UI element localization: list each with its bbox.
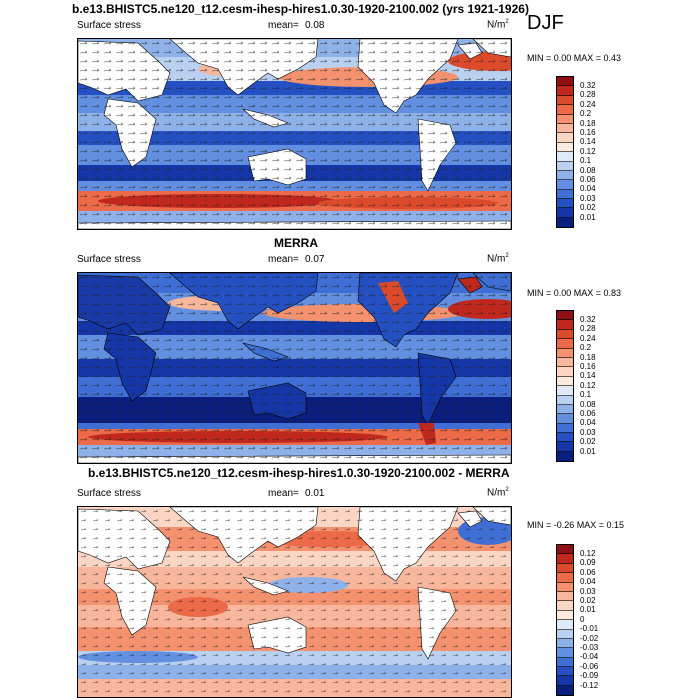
cb2-tick: 0.03 [580, 427, 596, 437]
cb2-tick: 0.01 [580, 446, 596, 456]
cb1-tick: 0.1 [580, 156, 592, 166]
cb2-tick: 0.04 [580, 418, 596, 428]
cb1-tick: 0.04 [580, 184, 596, 194]
cb2-tick: 0.12 [580, 380, 596, 390]
cb3-tick: 0.02 [580, 596, 596, 605]
cb2-tick: 0.14 [580, 371, 596, 381]
cb2-tick: 0.08 [580, 399, 596, 409]
panel-1-title: b.e13.BHISTC5.ne120_t12.cesm-ihesp-hires… [72, 2, 529, 16]
panel-2-colorbar [556, 310, 574, 462]
panel-2-title: MERRA [274, 236, 318, 250]
season-label: DJF [527, 12, 564, 34]
cb3-tick: 0.09 [580, 558, 596, 568]
cb2-tick: 0.06 [580, 409, 596, 418]
cb3-tick: 0.12 [580, 549, 596, 558]
cb1-tick: 0.32 [580, 81, 596, 90]
panel-1-mean-label: mean= [268, 20, 299, 31]
panel-3-title: b.e13.BHISTC5.ne120_t12.cesm-ihesp-hires… [88, 466, 510, 480]
cb2-tick: 0.16 [580, 362, 596, 371]
cb1-tick: 0.16 [580, 128, 596, 137]
panel-1-map [77, 38, 512, 230]
cb1-tick: 0.24 [580, 99, 596, 109]
panel-3-mean: 0.01 [305, 488, 325, 499]
cb2-tick: 0.24 [580, 333, 596, 343]
cb2-tick: 0.32 [580, 315, 596, 324]
cb3-tick: 0.01 [580, 605, 596, 615]
cb1-tick: 0.18 [580, 118, 596, 128]
panel-2-unit: N/m2 [487, 253, 509, 265]
cb3-tick: 0.03 [580, 586, 596, 596]
panel-3-map [77, 506, 512, 698]
cb2-tick: 0.18 [580, 352, 596, 362]
cb1-tick: 0.02 [580, 203, 596, 213]
panel-3-unit: N/m2 [487, 487, 509, 499]
panel-1-variable: Surface stress [77, 20, 141, 31]
cb1-tick: 0.01 [580, 212, 596, 222]
cb3-tick: -0.09 [580, 671, 599, 681]
cb1-tick: 0.28 [580, 90, 596, 100]
panel-1-unit: N/m2 [487, 19, 509, 31]
cb3-tick: -0.01 [580, 624, 599, 634]
cb3-tick: -0.03 [580, 643, 599, 652]
cb3-tick: -0.04 [580, 652, 599, 662]
panel-1-colorbar [556, 76, 574, 228]
panel-2-map [77, 272, 512, 464]
panel-2-minmax: MIN = 0.00 MAX = 0.83 [527, 288, 622, 298]
cb1-tick: 0.14 [580, 137, 596, 147]
cb2-tick: 0.28 [580, 324, 596, 334]
cb1-tick: 0.06 [580, 175, 596, 184]
cb2-tick: 0.2 [580, 343, 592, 353]
panel-2-variable: Surface stress [77, 254, 141, 265]
panel-3-minmax: MIN = -0.26 MAX = 0.15 [527, 520, 625, 530]
panel-2-mean-label: mean= [268, 254, 299, 265]
panel-1-mean: 0.08 [305, 20, 325, 31]
cb1-tick: 0.12 [580, 146, 596, 156]
cb1-tick: 0.2 [580, 109, 592, 119]
cb3-tick: 0 [580, 614, 585, 624]
cb3-tick: -0.06 [580, 661, 599, 671]
panel-3-mean-label: mean= [268, 488, 299, 499]
cb3-tick: -0.12 [580, 680, 599, 690]
cb3-tick: 0.04 [580, 577, 596, 587]
cb2-tick: 0.02 [580, 437, 596, 447]
panel-1-minmax: MIN = 0.00 MAX = 0.43 [527, 53, 622, 63]
cb1-tick: 0.03 [580, 193, 596, 203]
cb2-tick: 0.1 [580, 390, 592, 400]
cb3-tick: -0.02 [580, 633, 599, 643]
panel-3-colorbar [556, 544, 574, 696]
cb3-tick: 0.06 [580, 567, 596, 577]
panel-3-variable: Surface stress [77, 488, 141, 499]
panel-2-mean: 0.07 [305, 254, 325, 265]
cb1-tick: 0.08 [580, 165, 596, 175]
